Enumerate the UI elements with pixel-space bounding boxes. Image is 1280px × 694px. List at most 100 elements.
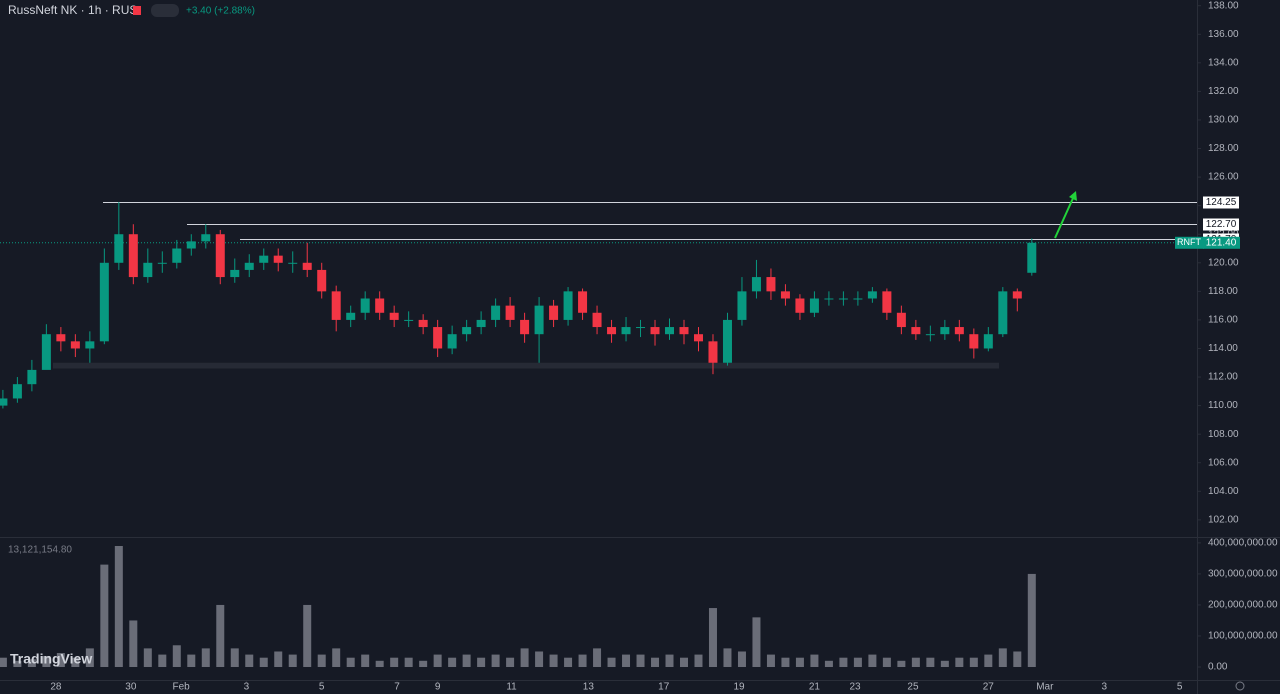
candle-body (273, 255, 283, 263)
candle-body (99, 262, 109, 342)
x-tick-label: 25 (907, 682, 919, 693)
volume-bar (288, 654, 297, 667)
volume-bar (245, 654, 254, 667)
volume-bar (71, 657, 80, 667)
x-tick-label: 30 (125, 682, 137, 693)
candle-body (389, 312, 399, 320)
volume-bar (564, 657, 573, 667)
x-tick-label: Mar (1036, 682, 1054, 693)
volume-bar (259, 657, 268, 667)
candle-body (27, 369, 37, 385)
x-tick-label: 5 (1177, 682, 1183, 693)
candle-body (41, 334, 51, 370)
candle-body (244, 262, 254, 270)
volume-bar (375, 660, 384, 667)
volume-bar (419, 660, 428, 667)
y-tick-label: 136.00 (1208, 29, 1239, 40)
volume-bar (882, 657, 891, 667)
x-tick-label: 3 (244, 682, 250, 693)
candle-body (404, 319, 414, 321)
volume-bar (346, 657, 355, 667)
y-tick-label: 120.00 (1208, 257, 1239, 268)
candle-body (331, 291, 341, 320)
volume-bar (172, 645, 181, 667)
flag-icon[interactable] (133, 6, 141, 15)
volume-bar (158, 654, 167, 667)
candle-body (708, 341, 718, 363)
candle-body (766, 277, 776, 292)
chart-title: RussNeft NK · 1h · RUS (8, 3, 137, 17)
volume-bar (491, 654, 500, 667)
candle-body (563, 291, 573, 320)
x-tick-label: 13 (583, 682, 595, 693)
candle-body (578, 291, 588, 313)
volume-bar (795, 657, 804, 667)
toggle[interactable] (151, 4, 179, 17)
candle-body (70, 341, 80, 349)
x-tick-label: 21 (809, 682, 821, 693)
y-tick-label: 102.00 (1208, 515, 1239, 526)
x-tick-label: 3 (1101, 682, 1107, 693)
volume-bar (477, 657, 486, 667)
candle-body (288, 262, 298, 264)
candle-body (1027, 242, 1037, 273)
candle-body (954, 327, 964, 335)
volume-bar (274, 651, 283, 667)
volume-bar (708, 608, 717, 667)
volume-bar (737, 651, 746, 667)
candle-body (346, 312, 356, 320)
candle-body (418, 319, 428, 328)
volume-bar (766, 654, 775, 667)
volume-bar (578, 654, 587, 667)
y-tick-label: 130.00 (1208, 115, 1239, 126)
volume-bar (13, 660, 22, 667)
candle-body (505, 305, 515, 320)
volume-label: 13,121,154.80 (8, 545, 72, 556)
volume-bar (506, 657, 515, 667)
symbol-label: RNFT (1177, 237, 1201, 247)
x-tick-label: 5 (319, 682, 325, 693)
volume-bar (622, 654, 631, 667)
volume-bar (897, 660, 906, 667)
volume-bar (129, 620, 138, 667)
x-tick-label: 9 (435, 682, 441, 693)
level-label: 122.70 (1206, 219, 1237, 230)
settings-icon[interactable] (1235, 681, 1245, 691)
candle-body (940, 327, 950, 335)
y-tick-label: 114.00 (1208, 343, 1238, 354)
volume-bar (520, 648, 529, 667)
volume-bar (549, 654, 558, 667)
y-tick-label: 132.00 (1208, 86, 1239, 97)
candle-body (186, 241, 196, 249)
volume-bar (535, 651, 544, 667)
candle-body (621, 327, 631, 335)
candle-body (491, 305, 501, 320)
y-tick-label: 104.00 (1208, 486, 1239, 497)
candle-body (317, 269, 327, 292)
y2-tick-label: 100,000,000.00 (1208, 631, 1278, 642)
candle-body (12, 384, 22, 399)
candle-body (201, 234, 211, 242)
candle-body (143, 262, 153, 278)
candle-body (549, 305, 559, 320)
candle-body (838, 298, 848, 300)
y2-tick-label: 300,000,000.00 (1208, 569, 1278, 580)
volume-bar (42, 656, 51, 667)
x-tick-label: 11 (506, 682, 517, 693)
arrow (1054, 195, 1075, 239)
candle-body (302, 262, 312, 270)
candle-body (157, 262, 167, 264)
candle-body (592, 312, 602, 328)
volume-bar (100, 564, 109, 667)
candle-body (780, 291, 790, 299)
candle-body (983, 334, 993, 349)
volume-bar (853, 657, 862, 667)
volume-bar (56, 653, 65, 667)
level-label: 124.25 (1206, 197, 1237, 208)
y-tick-label: 116.00 (1208, 315, 1238, 326)
volume-bar (230, 648, 239, 667)
volume-bar (868, 654, 877, 667)
volume-bar (1013, 651, 1022, 667)
candle-body (751, 277, 761, 292)
volume-bar (694, 654, 703, 667)
